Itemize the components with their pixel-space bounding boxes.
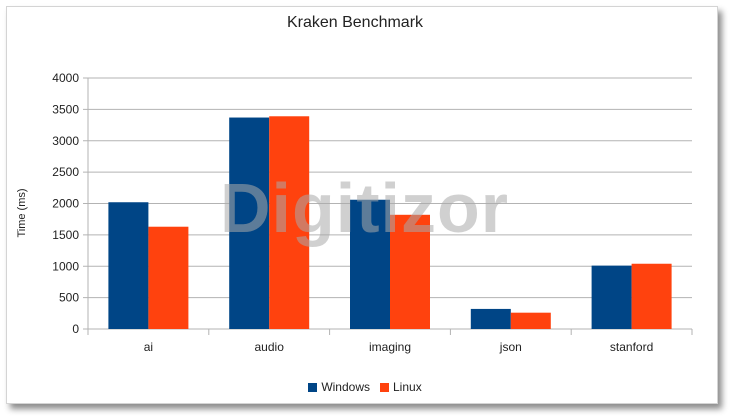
x-tick-label-stanford: stanford — [610, 340, 653, 354]
legend-swatch-windows — [308, 382, 318, 392]
x-tick-label-audio: audio — [255, 340, 285, 354]
x-tick-label-ai: ai — [144, 340, 153, 354]
y-tick-label-4000: 4000 — [52, 71, 79, 85]
y-tick-label-2500: 2500 — [52, 165, 79, 179]
x-tick-label-json: json — [499, 340, 522, 354]
bar-linux-audio — [269, 116, 310, 329]
legend-item-windows: Windows — [308, 380, 370, 394]
legend-label-windows: Windows — [321, 380, 370, 394]
y-tick-label-2000: 2000 — [52, 197, 79, 211]
y-tick-label-3000: 3000 — [52, 134, 79, 148]
y-tick-label-500: 500 — [59, 291, 79, 305]
legend: Windows Linux — [0, 380, 730, 394]
bar-windows-stanford — [591, 265, 632, 329]
bar-linux-ai — [148, 226, 189, 329]
bar-windows-imaging — [350, 199, 390, 329]
bar-windows-json — [470, 308, 511, 329]
y-tick-label-1500: 1500 — [52, 228, 79, 242]
x-tick-label-imaging: imaging — [369, 340, 411, 354]
bar-linux-stanford — [631, 263, 672, 329]
legend-label-linux: Linux — [393, 380, 422, 394]
bar-linux-json — [510, 312, 551, 329]
y-tick-label-0: 0 — [72, 322, 79, 336]
bar-windows-audio — [229, 117, 270, 329]
y-tick-label-1000: 1000 — [52, 259, 79, 273]
legend-swatch-linux — [380, 382, 389, 392]
legend-item-linux: Linux — [380, 380, 422, 394]
y-tick-label-3500: 3500 — [52, 102, 79, 116]
bar-linux-imaging — [390, 214, 430, 329]
bar-windows-ai — [108, 202, 149, 329]
chart-title: Kraken Benchmark — [286, 14, 424, 31]
